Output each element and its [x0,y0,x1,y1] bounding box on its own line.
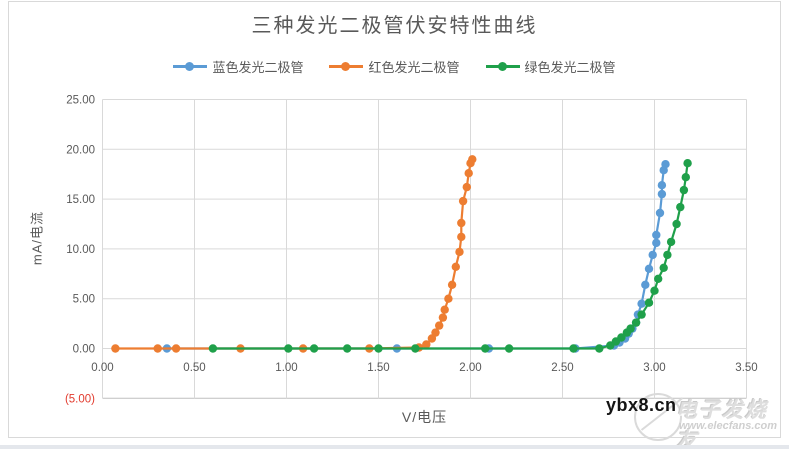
data-point-blue-led [655,208,665,218]
data-point-red-led [440,305,449,314]
data-point-green-led [663,250,672,260]
data-point-green-led [343,344,352,353]
series-line-green-led [211,162,689,350]
data-point-red-led [111,344,120,353]
y-tick-label: 15.00 [66,194,95,206]
data-point-red-led [462,182,471,192]
x-tick-label: 1.00 [275,362,297,374]
y-tick-label: (5.00) [65,393,95,405]
data-point-green-led [284,344,293,353]
data-point-red-led [438,313,448,322]
data-point-red-led [444,294,453,303]
data-point-red-led [457,218,466,228]
data-point-red-led [431,328,440,337]
y-tick-label: 20.00 [66,144,95,156]
legend-marker-dot [497,61,507,71]
data-point-red-led [171,344,181,353]
data-point-green-led [650,286,659,295]
data-point-green-led [309,344,319,353]
y-tick-label: 10.00 [66,244,95,256]
legend-item-blue-led: 蓝色发光二极管 [173,57,303,76]
data-point-blue-led [652,238,661,248]
data-point-red-led [457,232,466,242]
y-tick-label: 5.00 [73,294,95,306]
legend-marker-icon [329,61,364,72]
data-point-red-led [455,247,464,257]
data-point-green-led [411,344,420,353]
data-point-blue-led [641,280,650,289]
x-tick-label: 2.50 [551,362,573,374]
data-point-red-led [447,280,457,289]
x-tick-label: 0.50 [183,362,205,374]
data-point-green-led [654,274,663,283]
data-point-green-led [659,263,668,272]
series-line-red-led [114,158,474,350]
data-point-green-led [617,333,626,342]
y-tick-label: 25.00 [66,95,95,107]
legend-label: 绿色发光二极管 [524,59,616,75]
data-point-red-led [451,262,460,271]
data-point-green-led [637,310,646,319]
data-point-red-led [435,321,444,330]
data-point-blue-led [648,250,657,260]
legend-marker-dot [185,61,195,71]
data-point-green-led [644,298,654,307]
legend-label: 蓝色发光二极管 [212,59,304,75]
data-point-blue-led [657,181,667,190]
data-point-green-led [631,318,641,327]
data-point-green-led [676,202,685,212]
data-point-blue-led [652,230,661,240]
data-point-blue-led [644,264,654,273]
legend-marker-icon [173,61,208,72]
legend: 蓝色发光二极管 红色发光二极管 绿色发光二极管 [0,56,789,76]
x-tick-label: 2.00 [459,362,481,374]
chart-frame [8,1,781,438]
x-tick-label: 3.00 [643,362,665,374]
x-tick-label: 0.00 [91,362,113,374]
data-point-green-led [681,173,690,182]
data-point-green-led [666,237,676,247]
y-tick-label: 0.00 [73,344,95,356]
legend-label: 红色发光二极管 [368,59,460,75]
y-axis-title: mA/电流 [29,210,45,266]
data-point-green-led [683,159,692,168]
data-point-green-led [595,344,604,353]
x-tick-label: 1.50 [367,362,389,374]
data-point-red-led [464,169,473,178]
data-point-green-led [626,324,635,333]
page-bottom-edge [0,445,789,449]
data-point-red-led [422,340,431,349]
data-point-red-led [468,155,477,164]
data-point-green-led [569,344,578,353]
legend-item-red-led: 红色发光二极管 [329,57,460,76]
legend-marker-icon [485,61,520,72]
data-point-green-led [679,185,689,195]
data-point-green-led [374,344,383,353]
x-axis-title: V/电压 [401,409,448,425]
legend-marker-dot [341,61,351,71]
series-line-blue-led [165,163,667,350]
data-point-red-led [458,196,468,206]
data-point-blue-led [637,299,646,308]
data-point-blue-led [661,160,670,169]
data-point-green-led [208,344,218,353]
data-point-green-led [672,219,681,229]
data-point-green-led [481,344,490,353]
data-point-green-led [504,344,514,353]
x-tick-label: 3.50 [735,362,757,374]
data-point-red-led [153,344,162,353]
legend-item-green-led: 绿色发光二极管 [485,57,616,76]
data-point-blue-led [657,189,667,199]
chart-title: 三种发光二极管伏安特性曲线 [251,15,538,37]
